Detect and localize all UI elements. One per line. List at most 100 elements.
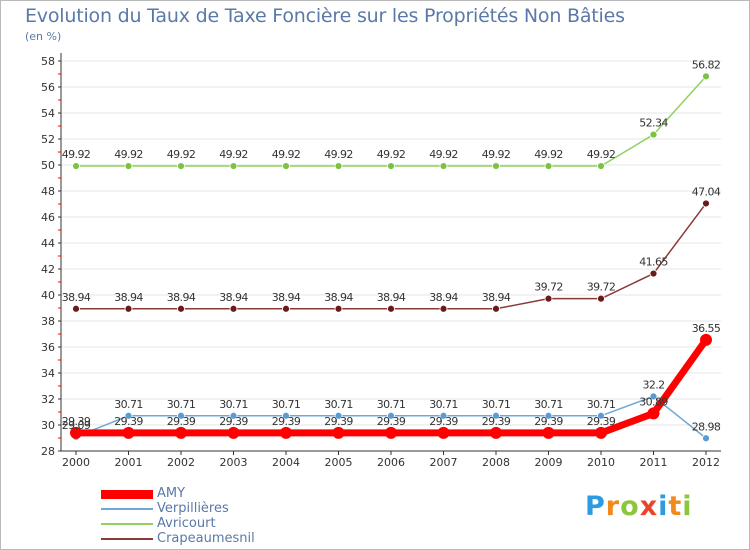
y-tick-label: 54 xyxy=(41,107,55,120)
data-label-verpillieres: 30.71 xyxy=(587,398,616,411)
data-label-avricourt: 49.92 xyxy=(377,148,406,161)
data-point-crapeaumesnil xyxy=(492,304,500,313)
data-label-amy: 29.39 xyxy=(324,415,353,428)
logo-letter: i xyxy=(682,491,693,522)
data-point-verpillieres xyxy=(334,411,343,420)
data-label-crapeaumesnil: 38.94 xyxy=(272,291,301,304)
data-point-verpillieres xyxy=(229,411,238,420)
data-label-amy: 29.39 xyxy=(587,415,616,428)
data-label-avricourt: 56.82 xyxy=(692,58,721,71)
data-point-verpillieres xyxy=(597,411,605,420)
data-label-verpillieres: 30.71 xyxy=(482,398,511,411)
legend: AMY Verpillières Avricourt Crapeaumesnil xyxy=(101,486,361,547)
x-tick-label: 2005 xyxy=(325,456,353,469)
data-label-amy: 29.39 xyxy=(219,415,248,428)
legend-label: Avricourt xyxy=(157,516,216,531)
data-point-amy xyxy=(175,426,187,439)
data-label-amy: 29.39 xyxy=(534,415,563,428)
data-label-amy: 36.55 xyxy=(692,322,721,335)
data-point-crapeaumesnil xyxy=(282,304,290,313)
logo-letter: o xyxy=(620,491,640,522)
x-tick-label: 2010 xyxy=(587,456,615,469)
data-label-verpillieres: 29.09 xyxy=(62,419,91,432)
data-label-verpillieres: 30.71 xyxy=(377,398,406,411)
data-label-avricourt: 49.92 xyxy=(324,148,353,161)
data-label-avricourt: 49.92 xyxy=(587,148,616,161)
x-tick-label: 2006 xyxy=(377,456,405,469)
data-point-avricourt xyxy=(649,130,658,139)
data-point-amy xyxy=(70,426,82,439)
data-label-amy: 30.89 xyxy=(639,395,668,408)
data-point-verpillieres xyxy=(124,411,133,420)
data-point-avricourt xyxy=(492,162,500,170)
legend-item: Verpillières xyxy=(101,501,361,517)
data-label-verpillieres: 28.98 xyxy=(692,420,721,433)
y-tick-label: 44 xyxy=(41,237,55,250)
data-label-amy: 29.39 xyxy=(167,415,196,428)
data-label-crapeaumesnil: 38.94 xyxy=(324,291,353,304)
y-tick-label: 38 xyxy=(41,315,55,328)
x-tick-label: 2003 xyxy=(220,456,248,469)
data-label-avricourt: 52.34 xyxy=(639,117,668,130)
data-point-crapeaumesnil xyxy=(702,199,710,208)
data-point-amy xyxy=(437,426,450,439)
x-tick-label: 2004 xyxy=(272,456,300,469)
data-label-verpillieres: 30.71 xyxy=(272,398,301,411)
data-point-avricourt xyxy=(177,162,185,170)
data-point-amy xyxy=(227,426,240,439)
legend-label: Crapeaumesnil xyxy=(157,531,255,546)
data-label-verpillieres: 30.71 xyxy=(324,398,353,411)
y-tick-label: 42 xyxy=(41,263,55,276)
x-tick-label: 2011 xyxy=(640,456,668,469)
legend-swatch xyxy=(101,489,153,499)
data-point-avricourt xyxy=(229,162,238,170)
data-point-crapeaumesnil xyxy=(177,304,185,313)
x-tick-label: 2002 xyxy=(167,456,195,469)
data-point-avricourt xyxy=(702,72,710,81)
y-tick-label: 28 xyxy=(41,445,55,458)
data-point-crapeaumesnil xyxy=(597,294,605,303)
data-point-avricourt xyxy=(597,162,605,170)
data-label-crapeaumesnil: 38.94 xyxy=(482,291,511,304)
data-point-avricourt xyxy=(544,162,553,170)
data-point-amy xyxy=(595,426,607,439)
data-point-amy xyxy=(122,426,135,439)
legend-swatch xyxy=(101,538,153,540)
x-tick-label: 2008 xyxy=(482,456,510,469)
y-tick-label: 34 xyxy=(41,367,55,380)
y-tick-label: 56 xyxy=(41,81,55,94)
x-tick-label: 2001 xyxy=(115,456,143,469)
data-point-avricourt xyxy=(387,162,395,170)
data-point-crapeaumesnil xyxy=(439,304,448,313)
data-label-crapeaumesnil: 38.94 xyxy=(62,291,91,304)
data-label-crapeaumesnil: 41.65 xyxy=(639,256,668,269)
data-label-amy: 29.39 xyxy=(114,415,143,428)
data-label-avricourt: 49.92 xyxy=(219,148,248,161)
data-label-amy: 29.39 xyxy=(272,415,301,428)
proxiti-logo: Proxiti xyxy=(585,491,693,522)
data-label-crapeaumesnil: 39.72 xyxy=(587,281,616,294)
data-label-verpillieres: 30.71 xyxy=(534,398,563,411)
data-point-crapeaumesnil xyxy=(649,269,658,278)
data-label-crapeaumesnil: 39.72 xyxy=(534,281,563,294)
data-label-avricourt: 49.92 xyxy=(534,148,563,161)
legend-swatch xyxy=(101,523,153,525)
data-label-amy: 29.39 xyxy=(482,415,511,428)
data-label-crapeaumesnil: 38.94 xyxy=(114,291,143,304)
x-tick-label: 2007 xyxy=(430,456,458,469)
data-label-verpillieres: 30.71 xyxy=(219,398,248,411)
data-label-amy: 29.39 xyxy=(377,415,406,428)
logo-letter: r xyxy=(605,491,621,522)
data-label-crapeaumesnil: 47.04 xyxy=(692,185,721,198)
data-label-avricourt: 49.92 xyxy=(167,148,196,161)
y-tick-label: 52 xyxy=(41,133,55,146)
data-point-verpillieres xyxy=(387,411,395,420)
y-tick-label: 46 xyxy=(41,211,55,224)
data-point-amy xyxy=(490,426,502,439)
y-tick-label: 50 xyxy=(41,159,55,172)
y-tick-label: 30 xyxy=(41,419,55,432)
data-label-crapeaumesnil: 38.94 xyxy=(219,291,248,304)
data-point-avricourt xyxy=(72,162,80,170)
data-point-verpillieres xyxy=(177,411,185,420)
